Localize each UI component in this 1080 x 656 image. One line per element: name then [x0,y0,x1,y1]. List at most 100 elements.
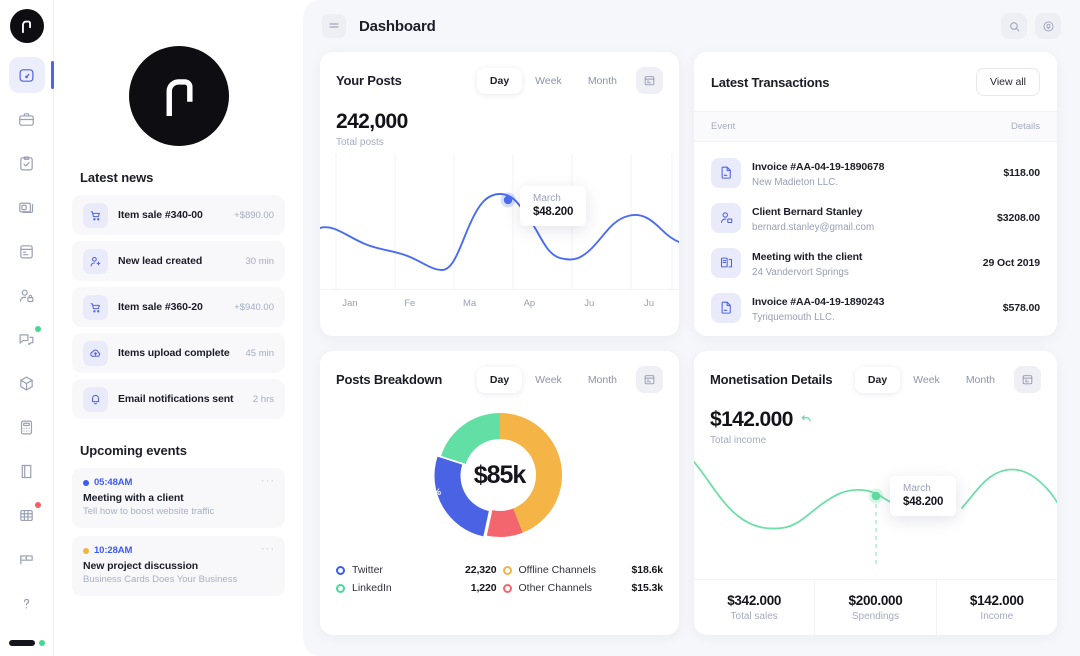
view-all-button[interactable]: View all [976,68,1040,96]
table-row[interactable]: Invoice #AA-04-19-1890678 New Madieton L… [711,150,1040,195]
brand-logo-small[interactable] [9,9,44,43]
sidebar-item-book[interactable] [9,453,45,489]
tab-week[interactable]: Week [913,373,940,386]
sidebar-item-tasks[interactable] [9,145,45,181]
list-item[interactable]: 05:48AM Meeting with a client Tell how t… [72,468,285,528]
sidebar-item-calculator[interactable] [9,409,45,445]
calendar-icon[interactable] [636,67,663,94]
period-toggle: Day Week Month [854,366,1041,393]
transaction-info: Invoice #AA-04-19-1890243 Tyriquemouth L… [752,292,992,323]
metric-value: $142.000 [710,408,793,431]
sidebar-item-news[interactable] [9,189,45,225]
table-row[interactable]: Client Bernard Stanley bernard.stanley@g… [711,195,1040,240]
legend-value: $15.3k [631,582,663,594]
legend-item-offline-channels[interactable]: Offline Channels $18.6k [502,561,663,579]
stat-label: Income [980,611,1014,622]
search-icon[interactable] [1001,13,1027,39]
bell-circle-icon[interactable] [1035,13,1061,39]
your-posts-header: Your Posts Day Week Month [320,52,679,94]
briefcase-icon [18,111,35,128]
user-add-icon [83,248,108,274]
cards-icon [18,199,35,216]
list-item-meta: 45 min [245,347,274,359]
axis-tick: Jan [342,298,358,309]
list-item[interactable]: New lead created 30 min [72,241,285,281]
invoice-icon [711,292,741,323]
metric-label: Total income [710,435,767,446]
book-icon [18,463,35,480]
tab-day[interactable]: Day [854,366,901,393]
event-more-icon[interactable]: ··· [261,543,275,555]
legend-dot [336,565,345,575]
legend-item-twitter[interactable]: Twitter 22,320 [336,561,497,579]
legend-item-linkedin[interactable]: LinkedIn 1,220 [336,579,497,597]
stat-total-sales: $342.000 Total sales [694,580,816,635]
list-item[interactable]: Items upload complete 45 min [72,333,285,373]
donut-center-value: $85k [473,460,527,489]
sidebar-item-contacts[interactable] [9,277,45,313]
tab-day[interactable]: Day [476,67,523,94]
tab-month[interactable]: Month [587,373,617,386]
tab-month[interactable]: Month [965,373,995,386]
card-latest-transactions: Latest Transactions View all Event Detai… [694,52,1057,336]
period-toggle: Day Week Month [476,366,663,393]
posts-breakdown-header: Posts Breakdown Day Week Month [320,351,679,393]
tab-week[interactable]: Week [535,373,562,386]
axis-tick: Fe [404,298,416,309]
transaction-title: Client Bernard Stanley [752,206,863,218]
monetisation-header: Monetisation Details Day Week Month [694,351,1057,393]
legend-item-other-channels[interactable]: Other Channels $15.3k [502,579,663,597]
list-item-meta: +$890.00 [234,209,274,221]
transactions-column-header: Event Details [694,112,1057,142]
invoice-icon [711,157,741,188]
hamburger-icon[interactable] [322,14,346,38]
left-panel: Latest news Item sale #340-00 +$890.00 N… [54,0,303,656]
flag-icon [18,551,35,568]
transaction-info: Invoice #AA-04-19-1890678 New Madieton L… [752,157,992,188]
list-item[interactable]: Email notifications sent 2 hrs [72,379,285,419]
event-title: New project discussion [83,560,199,572]
table-row[interactable]: Invoice #AA-04-19-1890243 Tyriquemouth L… [711,285,1040,330]
client-icon [711,202,741,233]
list-item[interactable]: Item sale #360-20 +$940.00 [72,287,285,327]
chat-icon [18,331,35,348]
legend-value: 22,320 [464,564,497,576]
list-item-label: Item sale #360-20 [118,301,203,313]
card-your-posts: Your Posts Day Week Month 242,000 Total … [320,52,679,336]
calendar-icon[interactable] [1014,366,1041,393]
transaction-subtitle: 24 Vandervort Springs [752,267,849,278]
legend-dot [502,565,512,575]
sidebar-item-messages[interactable] [9,321,45,357]
sidebar-item-archive[interactable] [9,497,45,533]
list-item[interactable]: 10:28AM New project discussion Business … [72,536,285,596]
monetisation-stats: $342.000 Total sales $200.000 Spendings … [694,579,1057,635]
sidebar-item-flag[interactable] [9,541,45,577]
topbar: Dashboard [320,0,1063,52]
list-item-meta: 2 hrs [252,393,274,405]
legend-value: 1,220 [470,582,497,594]
tab-week[interactable]: Week [535,74,562,87]
stat-value: $200.000 [848,593,903,608]
sidebar-item-dashboard[interactable] [8,57,54,93]
sidebar-item-help[interactable] [9,585,45,621]
calendar-icon[interactable] [636,366,663,393]
brand-logo-wrap [72,0,285,146]
table-row[interactable]: Meeting with the client 24 Vandervort Sp… [711,240,1040,285]
transaction-amount: $3208.00 [997,211,1040,224]
event-more-icon[interactable]: ··· [261,475,275,487]
clipboard-check-icon [18,155,35,172]
bell-icon [83,386,108,412]
period-toggle: Day Week Month [476,67,663,94]
sidebar-item-products[interactable] [9,365,45,401]
legend-dot [336,583,345,593]
rail-status-indicator [8,640,45,646]
sidebar-item-calendar[interactable] [9,233,45,269]
donut-slice-percent: 16% [422,487,442,498]
tab-month[interactable]: Month [587,74,617,87]
sidebar-item-briefcase[interactable] [9,101,45,137]
event-title: Meeting with a client [83,492,184,504]
list-item[interactable]: Item sale #340-00 +$890.00 [72,195,285,235]
tab-day[interactable]: Day [476,366,523,393]
card-posts-breakdown: Posts Breakdown Day Week Month [320,351,679,635]
